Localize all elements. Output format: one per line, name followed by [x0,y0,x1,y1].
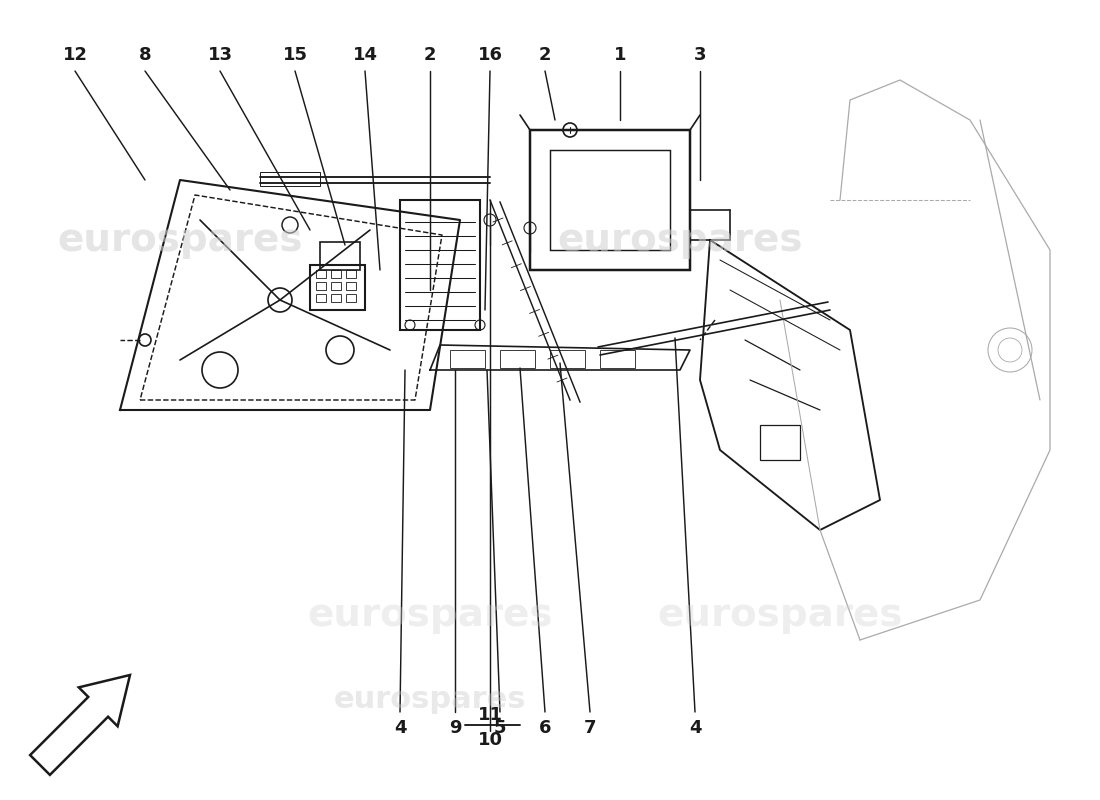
Text: 11: 11 [477,706,503,724]
Text: eurospares: eurospares [333,686,526,714]
Text: eurospares: eurospares [558,221,803,259]
Text: 2: 2 [424,46,437,64]
Bar [316,270,326,278]
Text: 15: 15 [283,46,308,64]
Text: 8: 8 [139,46,152,64]
Bar [331,282,341,290]
Text: 9: 9 [449,719,461,737]
Bar [320,242,360,270]
Bar [550,350,585,368]
Text: 4: 4 [394,719,406,737]
Text: 1: 1 [614,46,626,64]
Text: 14: 14 [352,46,377,64]
Bar [600,350,635,368]
Text: eurospares: eurospares [658,596,903,634]
Text: 4: 4 [689,719,702,737]
Text: 6: 6 [539,719,551,737]
Text: 3: 3 [694,46,706,64]
Text: 10: 10 [477,731,503,749]
Bar [346,282,356,290]
Bar [346,294,356,302]
Bar [316,282,326,290]
Text: 7: 7 [584,719,596,737]
FancyArrow shape [30,675,130,775]
Bar [500,350,535,368]
Text: 12: 12 [63,46,88,64]
Bar [260,172,320,186]
Text: eurospares: eurospares [57,221,303,259]
Bar [550,150,670,250]
Text: 2: 2 [539,46,551,64]
Text: eurospares: eurospares [307,596,552,634]
Bar [530,130,690,270]
Bar [310,265,365,310]
Bar [316,294,326,302]
Bar [760,425,800,460]
Bar [400,200,480,330]
Text: 13: 13 [208,46,232,64]
Bar [331,270,341,278]
Bar [346,270,356,278]
Bar [450,350,485,368]
Text: 16: 16 [477,46,503,64]
Bar [331,294,341,302]
Text: 5: 5 [494,719,506,737]
